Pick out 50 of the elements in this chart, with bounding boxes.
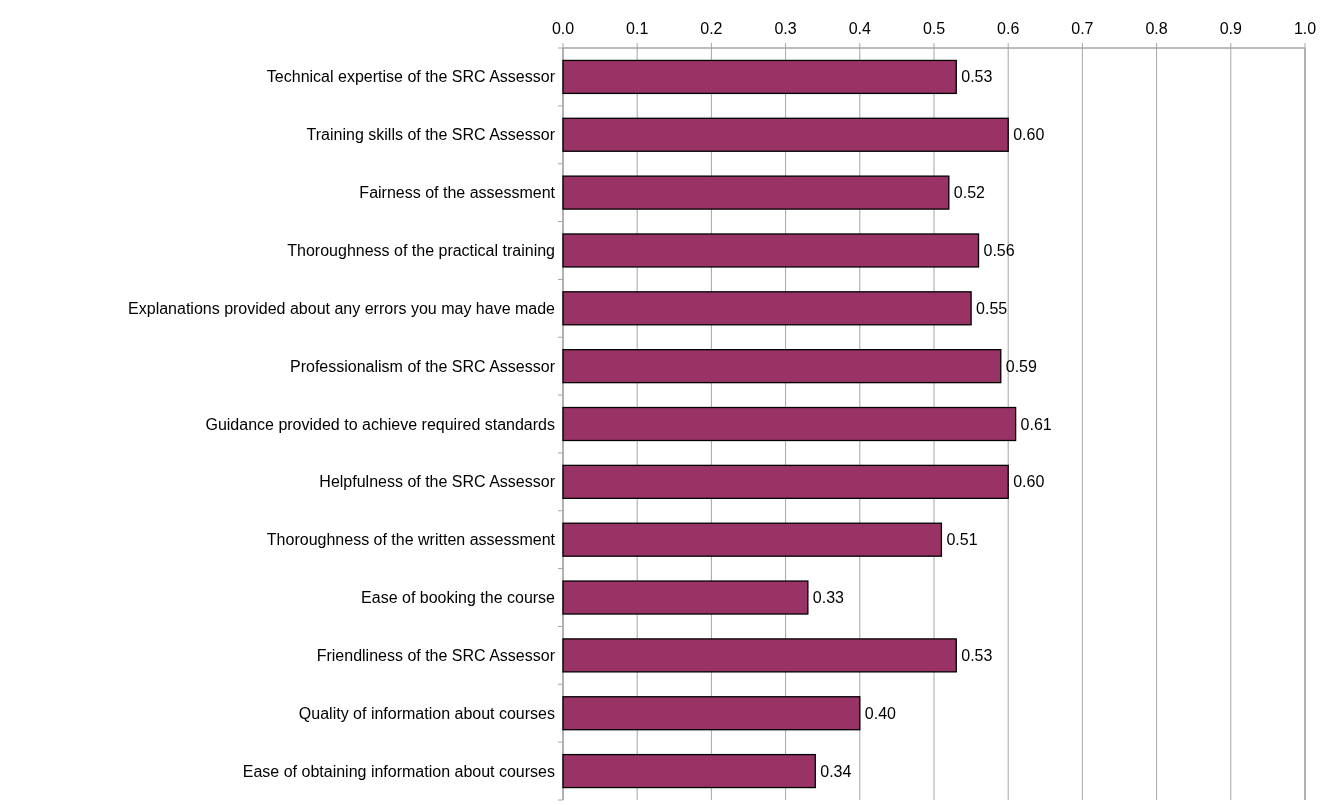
- bar: [562, 175, 950, 210]
- data-label: 0.59: [1005, 357, 1038, 375]
- data-label: 0.33: [812, 589, 845, 607]
- bar: [562, 696, 861, 731]
- data-label: 0.53: [961, 646, 993, 664]
- bar: [562, 753, 816, 789]
- data-label: 0.55: [976, 299, 1008, 317]
- y-tick-label: Professionalism of the SRC Assessor: [290, 357, 556, 375]
- x-tick-label: 0.9: [1219, 20, 1243, 37]
- x-tick-label: 1.0: [1293, 20, 1317, 37]
- y-tick-label: Quality of information about courses: [298, 704, 555, 722]
- x-tick-label: 0.4: [848, 20, 872, 37]
- bar: [562, 349, 1002, 384]
- bar: [562, 464, 1009, 499]
- data-label: 0.60: [1013, 473, 1045, 491]
- data-label: 0.53: [961, 68, 993, 86]
- bar: [562, 59, 957, 95]
- y-tick-label: Helpfulness of the SRC Assessor: [319, 473, 556, 491]
- bar: [562, 233, 980, 268]
- data-label: 0.52: [953, 184, 986, 202]
- data-label: 0.61: [1020, 415, 1052, 433]
- x-tick-label: 0.8: [1145, 20, 1168, 37]
- y-tick-label: Guidance provided to achieve required standards: [205, 415, 555, 433]
- bar: [562, 117, 1009, 152]
- y-tick-label: Thoroughness of the written assessment: [266, 531, 556, 549]
- data-label: 0.60: [1013, 126, 1045, 144]
- y-tick-label: Fairness of the assessment: [359, 184, 556, 202]
- y-tick-label: Thoroughness of the practical training: [287, 241, 555, 259]
- data-label: 0.51: [946, 531, 978, 549]
- bar: [562, 522, 943, 557]
- y-tick-label: Explanations provided about any errors you may have made: [128, 299, 556, 317]
- x-tick-label: 0.7: [1071, 20, 1094, 37]
- x-tick-label: 0.0: [551, 20, 575, 37]
- data-label: 0.34: [820, 762, 852, 780]
- x-tick-label: 0.2: [700, 20, 723, 37]
- y-tick-label: Friendliness of the SRC Assessor: [316, 646, 556, 664]
- bar: [562, 291, 972, 326]
- bar: [562, 580, 809, 615]
- x-tick-label: 0.6: [997, 20, 1020, 37]
- y-tick-label: Ease of booking the course: [361, 589, 556, 607]
- y-tick-label: Ease of obtaining information about courses: [242, 762, 555, 780]
- bar: [562, 638, 957, 673]
- y-tick-label: Training skills of the SRC Assessor: [306, 126, 556, 144]
- x-tick-label: 0.1: [626, 20, 649, 37]
- data-label: 0.40: [864, 704, 897, 722]
- data-label: 0.56: [983, 241, 1015, 259]
- bar: [562, 406, 1017, 442]
- y-tick-label: Technical expertise of the SRC Assessor: [266, 68, 556, 86]
- x-tick-label: 0.3: [774, 20, 797, 37]
- x-tick-label: 0.5: [922, 20, 946, 37]
